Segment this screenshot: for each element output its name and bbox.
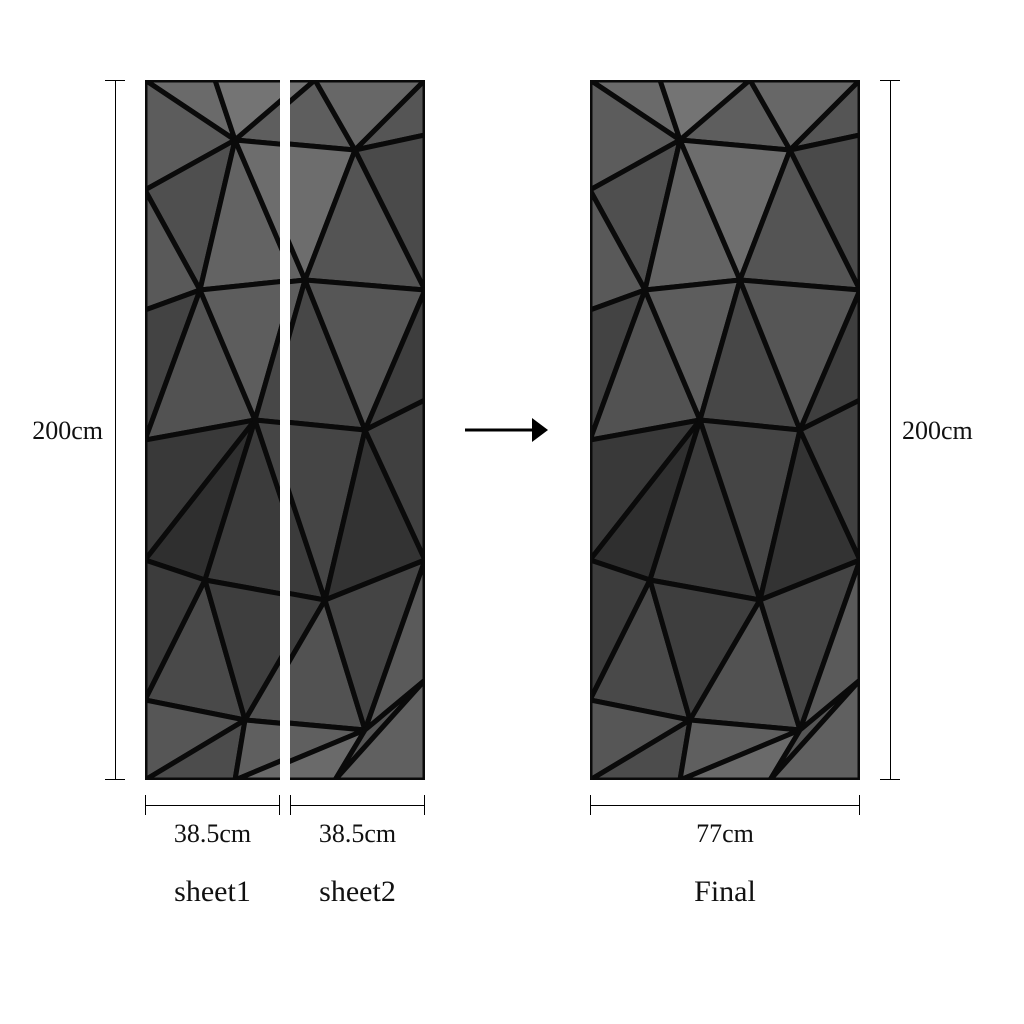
height-dim-right-cap-top [880,80,900,81]
height-dim-left-cap-bottom [105,779,125,780]
width-dim-sheet2-line [290,805,425,806]
width-dim-sheet1-line [145,805,280,806]
width-dim-final-cap-right [859,795,860,815]
width-dim-sheet2-label: 38.5cm [319,819,396,849]
width-dim-final-cap-left [590,795,591,815]
width-dim-sheet1-label: 38.5cm [174,819,251,849]
height-dim-left-label: 200cm [32,416,103,446]
width-dim-sheet1-cap-right [279,795,280,815]
sheet1-panel [145,80,280,780]
height-dim-right-line [890,80,891,780]
width-dim-sheet1-cap-left [145,795,146,815]
height-dim-right-cap-bottom [880,779,900,780]
height-dim-left-cap-top [105,80,125,81]
final-name-label: Final [694,875,756,909]
height-dim-left-line [115,80,116,780]
sheet1-name-label: sheet1 [174,875,251,909]
width-dim-final-line [590,805,860,806]
width-dim-final-label: 77cm [696,819,754,849]
sheet2-panel [290,80,425,780]
width-dim-sheet2-cap-right [424,795,425,815]
diagram-stage: 200cm 200cm 38.5cm 38.5cm 77cm sheet1 sh… [0,0,1024,1024]
width-dim-sheet2-cap-left [290,795,291,815]
combine-arrow-icon [460,410,550,450]
height-dim-right-label: 200cm [902,416,973,446]
final-panel [590,80,860,780]
sheet2-name-label: sheet2 [319,875,396,909]
